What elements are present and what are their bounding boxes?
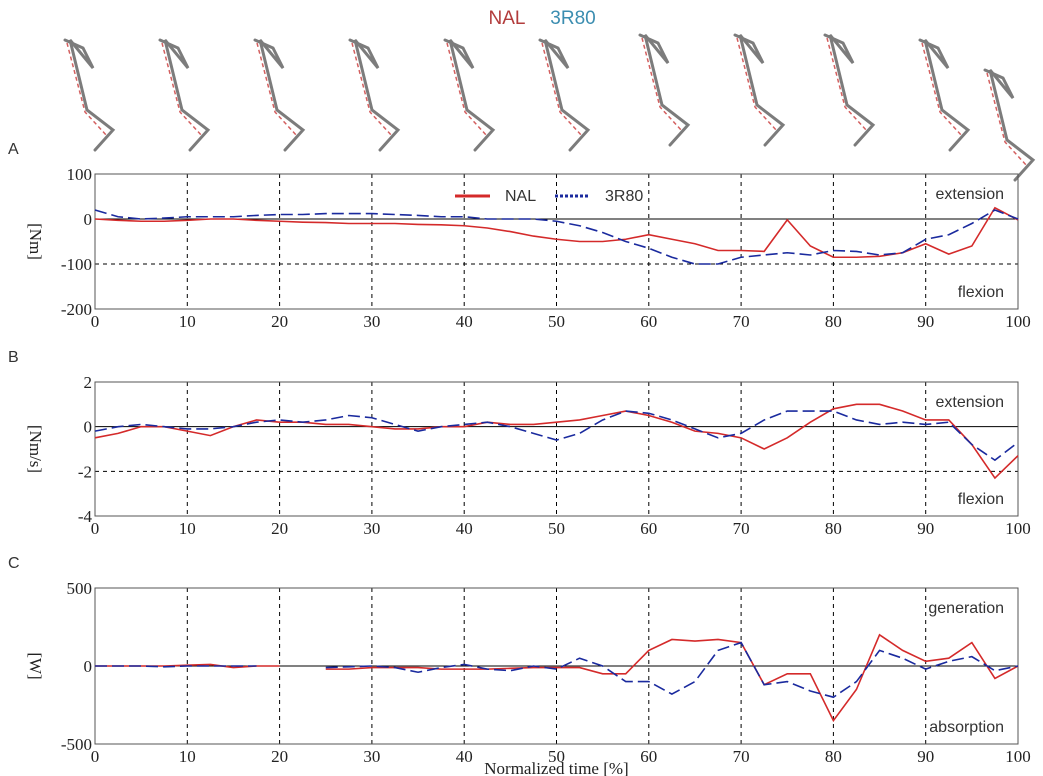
y-tick-label: 100 [67, 165, 93, 184]
stick-figure [160, 40, 208, 150]
stick-figure [735, 35, 783, 145]
x-tick-label: 20 [271, 519, 288, 538]
y-axis-label: [W] [26, 652, 45, 679]
annotation: generation [928, 600, 1004, 617]
x-tick-label: 70 [733, 312, 750, 331]
x-tick-label: 50 [548, 519, 565, 538]
x-tick-label: 0 [91, 312, 100, 331]
annotation: flexion [958, 491, 1004, 508]
legend-label: 3R80 [605, 188, 643, 205]
y-tick-label: 0 [84, 418, 93, 437]
x-tick-label: 60 [640, 519, 657, 538]
y-axis-label: [Nm] [26, 223, 45, 260]
stick-figure [540, 40, 588, 150]
stick-figure [920, 40, 968, 150]
y-tick-label: 500 [67, 579, 93, 598]
y-tick-label: 0 [84, 210, 93, 229]
x-tick-label: 70 [733, 519, 750, 538]
x-tick-label: 90 [917, 519, 934, 538]
x-tick-label: 40 [456, 312, 473, 331]
x-tick-label: 40 [456, 747, 473, 766]
x-tick-label: 10 [179, 747, 196, 766]
figure: NAL 3R80 A[Nm]01020304050607080901001000… [0, 0, 1043, 776]
header-3r80: 3R80 [550, 8, 595, 29]
x-tick-label: 60 [640, 312, 657, 331]
legend-label: NAL [505, 188, 536, 205]
x-tick-label: 40 [456, 519, 473, 538]
panel-label: A [8, 141, 19, 158]
panel-label: C [8, 555, 20, 572]
x-tick-label: 90 [917, 312, 934, 331]
x-tick-label: 20 [271, 312, 288, 331]
x-tick-label: 80 [825, 519, 842, 538]
annotation: extension [936, 394, 1005, 411]
y-tick-label: 2 [84, 373, 93, 392]
stick-figure [825, 35, 873, 145]
annotation: absorption [929, 719, 1004, 736]
x-tick-label: 100 [1005, 519, 1031, 538]
x-tick-label: 50 [548, 312, 565, 331]
x-tick-label: 100 [1005, 747, 1031, 766]
stick-figure [350, 40, 398, 150]
x-axis-label: Normalized time [%] [484, 759, 628, 776]
x-tick-label: 30 [363, 519, 380, 538]
x-tick-label: 10 [179, 519, 196, 538]
annotation: extension [936, 186, 1005, 203]
x-tick-label: 80 [825, 747, 842, 766]
stick-figure [65, 40, 113, 150]
stick-figure [255, 40, 303, 150]
x-tick-label: 100 [1005, 312, 1031, 331]
y-axis-label: [Nm/s] [26, 425, 45, 473]
panel-label: B [8, 349, 19, 366]
stick-figure [445, 40, 493, 150]
annotation: flexion [958, 284, 1004, 301]
y-tick-label: -4 [78, 507, 93, 526]
x-tick-label: 60 [640, 747, 657, 766]
x-tick-label: 90 [917, 747, 934, 766]
stick-figures [65, 35, 1033, 180]
x-tick-label: 0 [91, 747, 100, 766]
stick-figure [985, 70, 1033, 180]
y-tick-label: -200 [61, 300, 92, 319]
series-line [95, 411, 1018, 460]
header-nal: NAL [489, 8, 526, 29]
x-tick-label: 30 [363, 312, 380, 331]
x-tick-label: 20 [271, 747, 288, 766]
x-tick-label: 80 [825, 312, 842, 331]
y-tick-label: 0 [84, 657, 93, 676]
y-tick-label: -500 [61, 735, 92, 754]
y-tick-label: -2 [78, 462, 92, 481]
stick-figure [640, 35, 688, 145]
x-tick-label: 0 [91, 519, 100, 538]
x-tick-label: 10 [179, 312, 196, 331]
y-tick-label: -100 [61, 255, 92, 274]
x-tick-label: 30 [363, 747, 380, 766]
x-tick-label: 70 [733, 747, 750, 766]
